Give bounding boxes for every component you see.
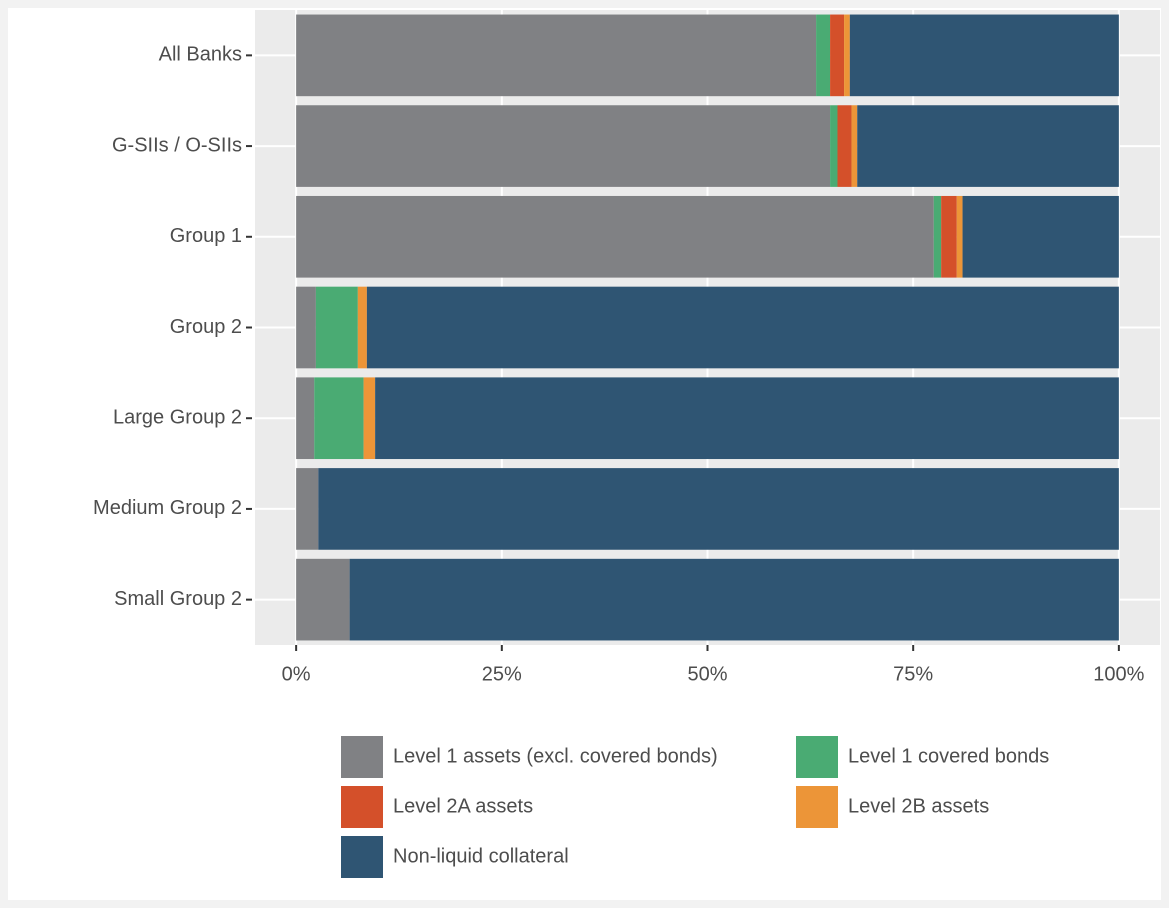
bar-segment (837, 105, 852, 187)
bar-segment (357, 286, 367, 369)
bar-segment (296, 286, 316, 369)
bar-segment (318, 468, 1119, 550)
bar-segment (851, 105, 858, 187)
legend-label: Non-liquid collateral (393, 845, 569, 867)
y-tick-label: Small Group 2 (114, 588, 242, 610)
bar-segment (962, 195, 1119, 278)
y-tick-label: G-SIIs / O-SIIs (112, 134, 242, 156)
y-tick-label: Large Group 2 (113, 406, 242, 428)
bar-segment (830, 14, 845, 97)
legend-swatch (341, 786, 383, 828)
bar-segment (830, 105, 838, 187)
legend-swatch (796, 786, 838, 828)
bar-segment (296, 468, 319, 550)
bar-segment (375, 377, 1119, 460)
x-tick-label: 50% (687, 663, 727, 685)
bar-segment (315, 286, 358, 369)
bar-segment (816, 14, 831, 97)
bar-segment (296, 14, 817, 97)
legend-swatch (341, 736, 383, 778)
legend-label: Level 2B assets (848, 795, 989, 817)
x-tick-label: 0% (282, 663, 311, 685)
bar-segment (349, 558, 1119, 641)
bar-segment (941, 195, 957, 278)
bar-segment (296, 558, 350, 641)
legend-label: Level 1 assets (excl. covered bonds) (393, 745, 718, 767)
legend-swatch (341, 836, 383, 878)
bar-segment (296, 105, 831, 187)
bar-segment (296, 195, 934, 278)
bar-segment (366, 286, 1119, 369)
y-tick-label: Group 1 (170, 225, 242, 247)
bar-segment (314, 377, 364, 460)
bar-segment (296, 377, 315, 460)
legend-label: Level 2A assets (393, 795, 533, 817)
x-tick-label: 100% (1093, 663, 1144, 685)
bar-segment (857, 105, 1119, 187)
bar-segment (844, 14, 850, 97)
bar-segment (849, 14, 1119, 97)
y-tick-label: Group 2 (170, 316, 242, 338)
y-tick-label: Medium Group 2 (93, 497, 242, 519)
bar-segment (363, 377, 376, 460)
bar-segment (956, 195, 963, 278)
x-tick-label: 25% (482, 663, 522, 685)
legend-swatch (796, 736, 838, 778)
y-tick-label: All Banks (159, 44, 242, 66)
legend-label: Level 1 covered bonds (848, 745, 1049, 767)
x-tick-label: 75% (893, 663, 933, 685)
bar-segment (933, 195, 942, 278)
